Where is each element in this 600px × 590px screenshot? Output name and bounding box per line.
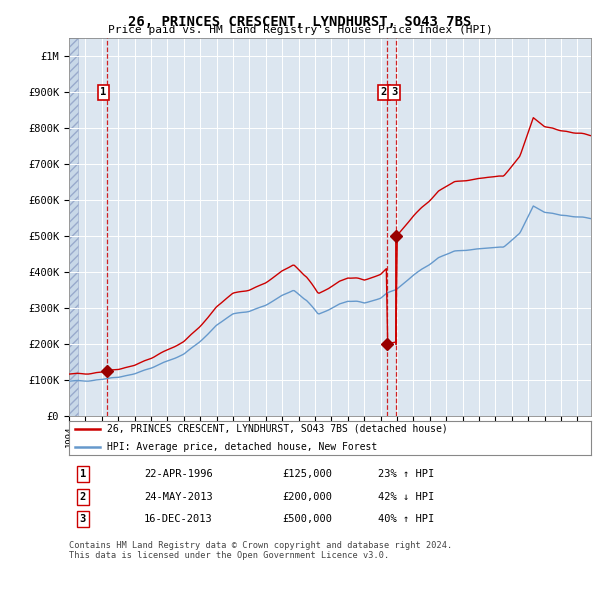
Text: 1: 1 [80, 470, 86, 479]
Text: Price paid vs. HM Land Registry's House Price Index (HPI): Price paid vs. HM Land Registry's House … [107, 25, 493, 35]
Text: 2: 2 [80, 492, 86, 502]
Text: 26, PRINCES CRESCENT, LYNDHURST, SO43 7BS (detached house): 26, PRINCES CRESCENT, LYNDHURST, SO43 7B… [107, 424, 448, 434]
Text: 26, PRINCES CRESCENT, LYNDHURST, SO43 7BS: 26, PRINCES CRESCENT, LYNDHURST, SO43 7B… [128, 15, 472, 29]
Text: 1: 1 [100, 87, 107, 97]
Text: 23% ↑ HPI: 23% ↑ HPI [378, 470, 434, 479]
Text: £200,000: £200,000 [282, 492, 332, 502]
Text: 3: 3 [391, 87, 397, 97]
Text: 2: 2 [381, 87, 387, 97]
Text: 22-APR-1996: 22-APR-1996 [144, 470, 213, 479]
Text: HPI: Average price, detached house, New Forest: HPI: Average price, detached house, New … [107, 442, 377, 452]
Text: 3: 3 [80, 514, 86, 524]
Text: 40% ↑ HPI: 40% ↑ HPI [378, 514, 434, 524]
Bar [69, 38, 78, 416]
Text: 16-DEC-2013: 16-DEC-2013 [144, 514, 213, 524]
Text: 24-MAY-2013: 24-MAY-2013 [144, 492, 213, 502]
Text: £500,000: £500,000 [282, 514, 332, 524]
Text: £125,000: £125,000 [282, 470, 332, 479]
Text: 42% ↓ HPI: 42% ↓ HPI [378, 492, 434, 502]
Text: Contains HM Land Registry data © Crown copyright and database right 2024.: Contains HM Land Registry data © Crown c… [69, 540, 452, 550]
Text: This data is licensed under the Open Government Licence v3.0.: This data is licensed under the Open Gov… [69, 551, 389, 560]
